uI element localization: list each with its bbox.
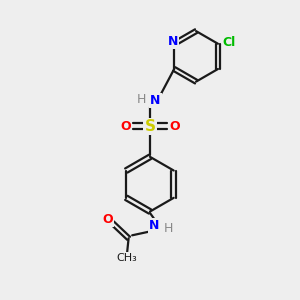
Text: N: N xyxy=(150,94,161,107)
Text: O: O xyxy=(103,213,113,226)
Text: CH₃: CH₃ xyxy=(117,253,137,262)
Text: H: H xyxy=(137,93,146,106)
Text: O: O xyxy=(120,120,131,133)
Text: Cl: Cl xyxy=(223,36,236,49)
Text: H: H xyxy=(164,222,173,235)
Text: N: N xyxy=(167,35,178,48)
Text: S: S xyxy=(145,119,155,134)
Text: O: O xyxy=(169,120,180,133)
Text: N: N xyxy=(149,219,160,232)
